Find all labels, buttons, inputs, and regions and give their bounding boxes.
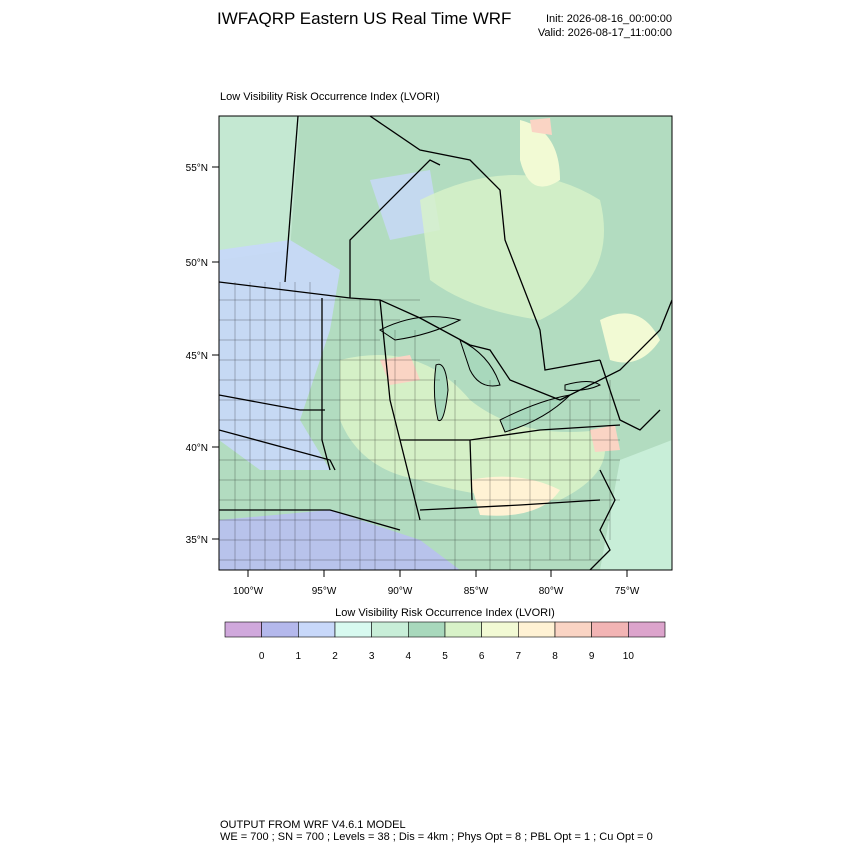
colorbar-label: 4 [406,651,412,662]
lon-label: 80°W [539,586,564,597]
lon-label: 75°W [615,586,640,597]
lon-label: 100°W [233,586,264,597]
colorbar-box [371,621,409,638]
colorbar-box [591,621,629,638]
lon-label: 90°W [388,586,413,597]
field-region [520,120,560,187]
colorbar-box [481,621,519,638]
footer-line: OUTPUT FROM WRF V4.6.1 MODEL [220,819,406,831]
lake [433,363,449,422]
map-subtitle: Low Visibility Risk Occurrence Index (LV… [220,91,440,103]
colorbar-box [334,621,372,638]
colorbar-box [444,621,482,638]
lat-label: 50°N [186,258,208,269]
field-region [219,240,340,470]
init-time: Init: 2026-08-16_00:00:00 [546,13,672,25]
colorbar-label: 7 [516,651,522,662]
title: IWFAQRP Eastern US Real Time WRF [217,9,511,28]
field-region [590,425,620,452]
field-region [600,313,660,363]
colorbar-box [261,621,299,638]
colorbar-label: 6 [479,651,485,662]
lake [459,339,501,387]
lake [379,316,462,341]
colorbar-label: 5 [442,651,448,662]
colorbar-box [224,621,262,638]
lon-label: 85°W [464,586,489,597]
lat-axis: 55°N 50°N 45°N 40°N 35°N [186,163,219,546]
lon-axis: 100°W 95°W 90°W 85°W 80°W 75°W [233,570,640,597]
field-region [219,116,300,260]
field-region [380,355,420,385]
colorbar-label: 3 [369,651,375,662]
valid-time: Valid: 2026-08-17_11:00:00 [538,27,672,39]
county-lines [219,282,640,570]
colorbar-title: Low Visibility Risk Occurrence Index (LV… [335,607,555,619]
lat-label: 55°N [186,163,208,174]
field-region [420,175,604,320]
colorbar-label: 9 [589,651,595,662]
colorbar-box [298,621,336,638]
colorbar: 0 1 2 3 4 5 6 7 8 9 10 [224,621,666,662]
colorbar-label: 1 [296,651,302,662]
field-region [600,440,672,570]
colorbar-label: 2 [332,651,338,662]
colorbar-label: 10 [623,651,635,662]
colorbar-box [518,621,556,638]
field-region [370,170,440,240]
lon-label: 95°W [312,586,337,597]
field-region [530,118,552,135]
map-frame [218,115,673,571]
lat-label: 45°N [186,351,208,362]
colorbar-box [554,621,592,638]
lat-label: 35°N [186,535,208,546]
colorbar-label: 8 [552,651,558,662]
colorbar-box [628,621,666,638]
map [219,116,672,570]
lat-label: 40°N [186,443,208,454]
colorbar-box [408,621,446,638]
colorbar-label: 0 [259,651,265,662]
footer-line: WE = 700 ; SN = 700 ; Levels = 38 ; Dis … [220,831,653,843]
